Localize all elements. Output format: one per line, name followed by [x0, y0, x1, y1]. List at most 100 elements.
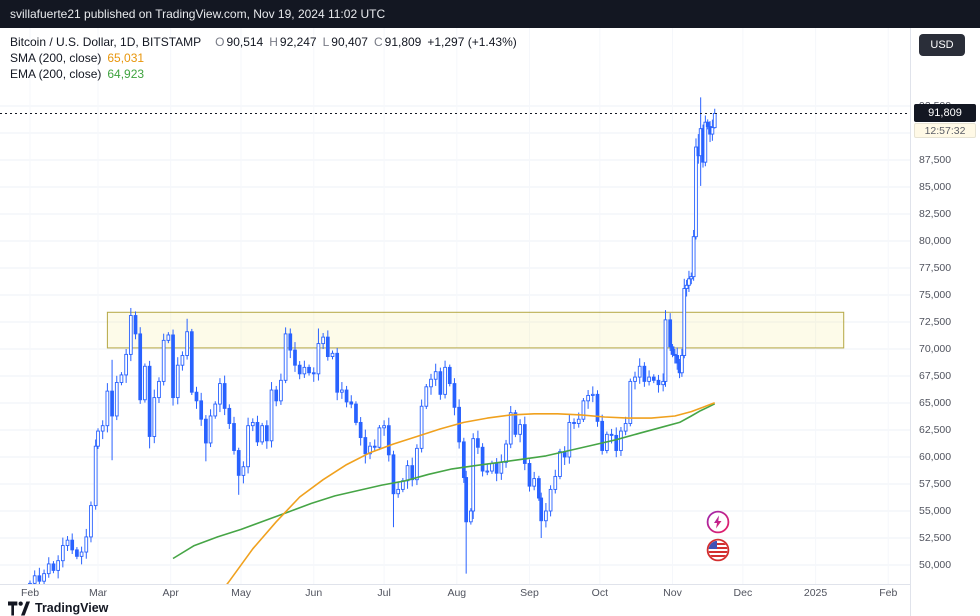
time-tick-label: Mar: [88, 587, 108, 599]
candle: [386, 425, 391, 456]
candle: [349, 401, 354, 405]
candles-layer: [28, 97, 717, 584]
ema-label: EMA (200, close): [10, 67, 102, 81]
candle: [227, 407, 232, 424]
candle: [377, 427, 382, 448]
candle: [372, 445, 377, 448]
open-value: 90,514: [226, 35, 264, 49]
time-tick-label: Aug: [447, 587, 467, 599]
flag-reaction-icon[interactable]: [706, 538, 730, 562]
candle: [363, 437, 368, 455]
currency-button[interactable]: USD: [919, 34, 965, 56]
candle: [703, 121, 708, 163]
candle: [232, 423, 236, 451]
candle: [128, 315, 133, 355]
ema-indicator-row[interactable]: EMA (200, close) 64,923: [10, 66, 517, 82]
candle: [705, 121, 710, 127]
price-tick-label: 87,500: [919, 154, 952, 166]
candle: [532, 478, 537, 487]
candle: [382, 425, 386, 429]
candle: [321, 336, 325, 345]
candle: [288, 333, 293, 351]
time-tick-label: Jul: [377, 587, 391, 599]
sma-value: 65,031: [107, 51, 145, 65]
sma-indicator-row[interactable]: SMA (200, close) 65,031: [10, 50, 517, 66]
sma-200-line[interactable]: [213, 401, 715, 584]
candle: [527, 463, 532, 487]
supply-zone-box[interactable]: [106, 311, 845, 349]
candle: [694, 146, 698, 238]
candle: [429, 378, 433, 388]
symbol-title: Bitcoin / U.S. Dollar, 1D, BITSTAMP: [10, 35, 202, 49]
candle: [637, 365, 642, 378]
time-tick-label: Jun: [305, 587, 323, 599]
candle: [185, 331, 189, 356]
candle: [330, 352, 335, 358]
boost-reaction-icon[interactable]: [706, 510, 730, 534]
publish-text: svillafuerte21 published on TradingView.…: [10, 7, 386, 21]
change-value: +1,297 (+1.43%): [427, 35, 517, 49]
candle: [464, 477, 469, 523]
candle: [297, 364, 302, 375]
candle: [124, 353, 128, 376]
candle: [79, 551, 84, 557]
candle: [274, 389, 279, 402]
candle: [452, 383, 457, 408]
candle: [651, 376, 656, 381]
candle: [89, 505, 93, 538]
time-tick-label: Nov: [663, 587, 682, 599]
candle: [283, 333, 288, 381]
low-value: 90,407: [331, 35, 368, 49]
candle: [119, 374, 124, 383]
candle: [661, 380, 665, 386]
candle: [513, 412, 518, 435]
candle: [46, 563, 51, 575]
ema-200-line[interactable]: [172, 403, 716, 560]
candle: [260, 425, 265, 443]
chart-legend: Bitcoin / U.S. Dollar, 1D, BITSTAMP O 90…: [10, 34, 517, 82]
candle: [32, 575, 37, 584]
price-tick-label: 80,000: [919, 235, 952, 247]
candle: [567, 421, 572, 458]
price-axis[interactable]: USD 92,50090,00087,50085,00082,50080,000…: [910, 28, 980, 616]
candle: [110, 390, 114, 417]
price-tick-label: 72,500: [919, 316, 952, 328]
candle: [28, 582, 32, 584]
candle: [70, 539, 75, 551]
candle: [189, 331, 194, 393]
price-chart-canvas[interactable]: [0, 28, 910, 584]
candle: [65, 539, 70, 547]
time-axis[interactable]: Feb Mar Apr May Jun Jul Aug Sep Oct Nov Dec 2025 Feb: [0, 584, 910, 601]
candle: [213, 403, 218, 417]
candle: [600, 420, 605, 451]
candle: [675, 355, 680, 364]
candle: [340, 389, 344, 393]
time-tick-label: Apr: [162, 587, 179, 599]
low-label: L: [322, 35, 330, 49]
candle: [558, 451, 562, 477]
grid-layer: [0, 28, 910, 584]
candle: [476, 438, 480, 448]
sma-label: SMA (200, close): [10, 51, 102, 65]
candle: [595, 393, 600, 422]
candle: [586, 394, 590, 402]
time-tick-label: 2025: [803, 587, 828, 599]
tradingview-logo[interactable]: TradingView: [8, 601, 108, 616]
symbol-row[interactable]: Bitcoin / U.S. Dollar, 1D, BITSTAMP O 90…: [10, 34, 517, 50]
candle: [518, 424, 522, 435]
candle: [293, 349, 297, 366]
price-tick-label: 50,000: [919, 559, 952, 571]
time-tick-label: Dec: [733, 587, 753, 599]
candle: [609, 433, 614, 436]
candle: [51, 563, 56, 571]
price-tick-label: 65,000: [919, 397, 952, 409]
current-price-badge: 91,809: [914, 104, 976, 123]
ema-value: 64,923: [107, 67, 145, 81]
candle: [96, 430, 100, 447]
open-label: O: [215, 35, 225, 49]
candle: [269, 389, 274, 442]
candle: [358, 421, 363, 439]
candle: [236, 450, 241, 476]
candle: [279, 379, 283, 402]
candle: [471, 438, 476, 512]
